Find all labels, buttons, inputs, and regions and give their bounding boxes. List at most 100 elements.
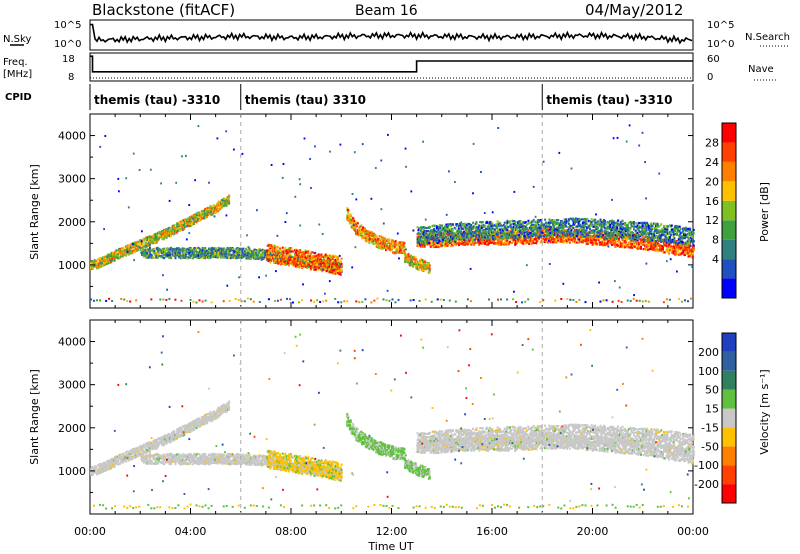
scatter-cell	[170, 246, 173, 249]
scatter-cell	[358, 227, 361, 231]
scatter-cell	[246, 249, 249, 253]
scatter-cell	[281, 246, 284, 249]
scatter-cell	[234, 255, 237, 258]
scatter-cell	[496, 243, 499, 246]
scatter-cell	[269, 248, 272, 251]
scatter-cell	[188, 251, 191, 254]
scatter-cell	[209, 205, 212, 208]
scatter-cell	[458, 239, 460, 242]
scatter-cell	[292, 250, 295, 253]
scatter-cell	[365, 240, 368, 243]
scatter-cell	[621, 243, 624, 246]
scatter-cell	[281, 253, 284, 256]
scatter-cell	[560, 240, 562, 243]
scatter-cell	[354, 229, 357, 232]
scatter-cell	[418, 268, 421, 271]
scatter-cell	[125, 254, 128, 257]
scatter-cell	[240, 248, 243, 251]
scatter-cell	[410, 254, 413, 257]
scatter-cell	[284, 255, 287, 259]
scatter-cell	[315, 258, 318, 262]
scatter-cell	[98, 259, 101, 262]
scatter-cell	[372, 242, 375, 246]
scatter-cell	[545, 240, 547, 243]
scatter-cell	[428, 271, 431, 274]
scatter-cell	[384, 242, 387, 245]
scatter-cell	[151, 249, 154, 252]
scatter-cell	[642, 248, 645, 251]
scatter-cell	[192, 257, 195, 260]
scatter-cell	[173, 224, 176, 227]
scatter-cell	[360, 224, 363, 227]
scatter-cell	[553, 241, 556, 244]
scatter-cell	[537, 238, 540, 241]
scatter-cell	[235, 253, 238, 256]
scatter-cell	[278, 259, 281, 262]
scatter-cell	[315, 266, 318, 269]
scatter-cell	[141, 242, 144, 245]
scatter-cell	[419, 260, 421, 264]
scatter-cell	[375, 239, 378, 242]
scatter-cell	[501, 240, 503, 243]
scatter-cell	[462, 243, 465, 246]
scatter-cell	[190, 247, 193, 250]
scatter-cell	[112, 257, 114, 260]
scatter-cell	[562, 238, 565, 241]
scatter-cell	[125, 245, 128, 248]
scatter-cell	[110, 260, 113, 263]
scatter-cell	[209, 256, 212, 259]
scatter-cell	[106, 259, 109, 262]
scatter-cell	[445, 237, 448, 240]
scatter-cell	[568, 241, 571, 244]
scatter-cell	[451, 244, 454, 247]
scatter-cell	[617, 244, 620, 247]
scatter-cell	[213, 205, 216, 208]
scatter-cell	[229, 247, 232, 250]
scatter-cell	[218, 247, 221, 250]
scatter-cell	[315, 268, 318, 271]
scatter-cell	[651, 246, 654, 249]
scatter-cell	[562, 236, 565, 239]
scatter-cell	[277, 246, 280, 249]
scatter-cell	[326, 258, 329, 261]
scatter-cell	[171, 250, 174, 253]
scatter-cell	[325, 262, 328, 265]
scatter-cell	[321, 255, 324, 258]
scatter-cell	[180, 222, 183, 225]
scatter-cell	[211, 207, 214, 210]
scatter-cell	[647, 248, 649, 251]
scatter-cell	[158, 255, 161, 258]
scatter-cell	[447, 243, 450, 246]
scatter-cell	[316, 263, 318, 266]
scatter-cell	[241, 250, 244, 253]
scatter-cell	[667, 247, 670, 250]
scatter-cell	[363, 236, 365, 239]
scatter-cell	[629, 246, 632, 249]
scatter-cell	[633, 243, 635, 246]
scatter-cell	[305, 251, 308, 254]
scatter-cell	[566, 241, 569, 244]
scatter-cell	[244, 250, 246, 253]
scatter-cell	[127, 253, 130, 256]
scatter-cell	[248, 257, 251, 260]
scatter-cell	[173, 230, 176, 233]
scatter-cell	[194, 248, 197, 251]
scatter-cell	[184, 249, 187, 252]
scatter-cell	[216, 208, 219, 211]
scatter-cell	[311, 251, 314, 254]
scatter-cell	[242, 247, 245, 250]
scatter-cell	[376, 235, 379, 238]
scatter-cell	[258, 257, 261, 260]
scatter-cell	[676, 250, 679, 253]
scatter-cell	[313, 268, 316, 271]
scatter-cell	[321, 270, 324, 273]
scatter-cell	[105, 262, 108, 265]
scatter-cell	[230, 256, 233, 259]
scatter-cell	[181, 247, 184, 250]
scatter-cell	[157, 256, 159, 259]
scatter-cell	[130, 250, 133, 253]
scatter-cell	[358, 229, 361, 232]
scatter-cell	[334, 272, 337, 275]
scatter-cell	[481, 241, 484, 244]
scatter-cell	[368, 234, 371, 237]
